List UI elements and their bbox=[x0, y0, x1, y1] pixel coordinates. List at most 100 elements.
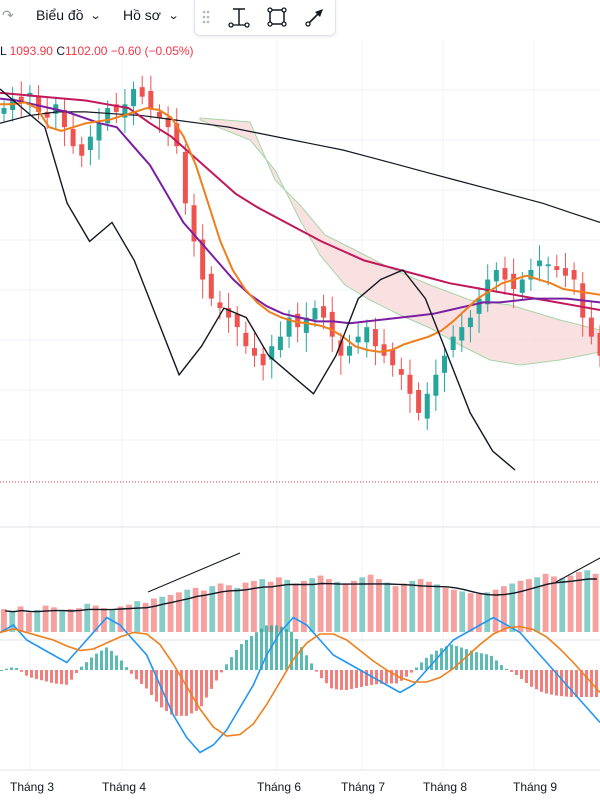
volume-bar bbox=[292, 583, 299, 632]
macd-histogram-bar bbox=[180, 670, 183, 716]
volume-bar bbox=[9, 610, 16, 632]
candle-body bbox=[588, 317, 594, 337]
volume-bar bbox=[34, 609, 41, 632]
macd-histogram-bar bbox=[580, 670, 583, 697]
candle-body bbox=[36, 96, 42, 112]
macd-histogram-bar bbox=[470, 650, 473, 670]
macd-signal-line bbox=[0, 625, 600, 737]
candle-body bbox=[329, 311, 335, 337]
macd-histogram-bar bbox=[190, 670, 193, 714]
volume-bar bbox=[401, 583, 407, 632]
macd-histogram-bar bbox=[70, 670, 73, 680]
volume-bar bbox=[176, 592, 182, 632]
volume-bar bbox=[317, 575, 324, 632]
volume-bar bbox=[576, 572, 582, 632]
macd-histogram-bar bbox=[300, 647, 303, 670]
candle-body bbox=[79, 144, 85, 156]
candle-body bbox=[260, 353, 266, 366]
macd-histogram-bar bbox=[110, 650, 113, 670]
macd-histogram-bar bbox=[130, 670, 133, 674]
candle-body bbox=[87, 136, 93, 150]
macd-histogram-bar bbox=[545, 670, 548, 694]
macd-histogram-bar bbox=[555, 670, 558, 696]
macd-histogram-bar bbox=[230, 657, 233, 670]
volume-bar bbox=[301, 580, 307, 632]
macd-histogram-bar bbox=[440, 648, 443, 670]
volume-bar bbox=[309, 578, 316, 632]
vertical-measure-icon[interactable] bbox=[225, 3, 253, 31]
x-axis-label: Tháng 4 bbox=[102, 780, 146, 794]
macd-histogram-bar bbox=[585, 670, 588, 697]
macd-histogram-bar bbox=[480, 653, 483, 670]
profile-menu-button[interactable]: Hồ sơ ⌄ bbox=[123, 2, 180, 28]
volume-bar bbox=[551, 576, 557, 632]
macd-histogram-bar bbox=[215, 670, 218, 681]
candle-body bbox=[191, 205, 197, 242]
macd-histogram-bar bbox=[355, 670, 358, 688]
candle-body bbox=[442, 355, 448, 373]
volume-bar bbox=[459, 591, 466, 632]
macd-histogram-bar bbox=[320, 670, 323, 679]
volume-trendline-2 bbox=[555, 557, 600, 583]
rectangle-icon[interactable] bbox=[263, 3, 291, 31]
volume-trendline-1 bbox=[147, 552, 241, 593]
volume-bar bbox=[409, 580, 416, 632]
macd-histogram-bar bbox=[25, 670, 28, 676]
volume-bar bbox=[451, 589, 457, 632]
chart-menu-button[interactable]: Biểu đồ ⌄ bbox=[36, 2, 102, 28]
volume-bar bbox=[159, 596, 166, 632]
macd-histogram-bar bbox=[465, 649, 468, 670]
ema-fast-line bbox=[0, 101, 600, 353]
macd-histogram-bar bbox=[430, 654, 433, 670]
drag-handle-icon[interactable] bbox=[197, 3, 215, 31]
x-axis-label: Tháng 3 bbox=[10, 780, 54, 794]
volume-bar bbox=[117, 606, 124, 632]
chart-menu-label: Biểu đồ bbox=[36, 7, 84, 23]
redo-icon[interactable]: ↷ bbox=[2, 6, 14, 23]
volume-bar bbox=[492, 589, 499, 632]
candle-body bbox=[537, 260, 543, 267]
macd-histogram-bar bbox=[75, 670, 78, 674]
macd-histogram-bar bbox=[450, 644, 453, 670]
macd-histogram-bar bbox=[395, 670, 398, 684]
candle-body bbox=[424, 393, 430, 419]
volume-bar bbox=[559, 578, 566, 632]
arrow-icon[interactable] bbox=[301, 3, 329, 31]
macd-histogram-bar bbox=[570, 670, 573, 697]
volume-bar bbox=[567, 575, 574, 632]
macd-histogram-bar bbox=[225, 664, 228, 670]
macd-histogram-bar bbox=[0, 670, 3, 671]
macd-histogram-bar bbox=[30, 670, 33, 678]
x-axis-label: Tháng 9 bbox=[513, 780, 557, 794]
macd-histogram-bar bbox=[435, 650, 438, 670]
macd-histogram-bar bbox=[125, 667, 128, 670]
volume-bar bbox=[384, 582, 391, 632]
candle-body bbox=[312, 308, 318, 320]
volume-bar bbox=[442, 587, 449, 632]
volume-bar bbox=[26, 612, 32, 632]
candle-body bbox=[372, 329, 378, 347]
candle-body bbox=[398, 369, 404, 375]
candle-body bbox=[416, 390, 422, 413]
macd-histogram-bar bbox=[425, 657, 428, 670]
volume-bar bbox=[584, 570, 591, 632]
macd-histogram-bar bbox=[15, 667, 18, 670]
time-axis: Tháng 3 Tháng 4 Tháng 6 Tháng 7 Tháng 8 Tháng… bbox=[10, 780, 557, 794]
macd-histogram-bar bbox=[165, 670, 168, 711]
candle-body bbox=[303, 317, 309, 333]
candle-body bbox=[390, 350, 396, 366]
candle-body bbox=[519, 279, 525, 293]
volume-bar bbox=[67, 609, 74, 632]
macd-histogram-bar bbox=[535, 670, 538, 690]
candle-body bbox=[148, 90, 154, 109]
volume-bars bbox=[1, 570, 599, 632]
volume-bar bbox=[326, 579, 332, 632]
candle-body bbox=[269, 346, 275, 360]
candle-body bbox=[226, 308, 232, 318]
macd-histogram-bar bbox=[385, 670, 388, 684]
candle-body bbox=[122, 104, 128, 118]
macd-histogram-bar bbox=[135, 670, 138, 680]
candle-body bbox=[174, 123, 180, 147]
candle-body bbox=[562, 268, 568, 276]
